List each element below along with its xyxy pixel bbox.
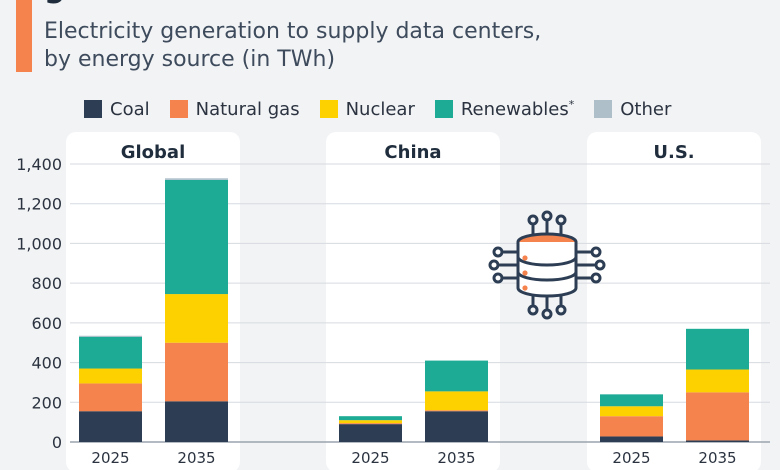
bar-segment-coal <box>686 440 749 442</box>
bar-segment-natural-gas <box>339 423 402 425</box>
legend-footnote-marker: * <box>568 98 575 111</box>
y-tick-label: 800 <box>31 274 62 293</box>
legend-swatch <box>594 100 613 118</box>
y-tick-label: 1,200 <box>16 195 62 214</box>
bar-segment-coal <box>339 424 402 442</box>
bar-segment-nuclear <box>600 406 663 417</box>
panel-title: U.S. <box>653 142 694 163</box>
bar-segment-renewables <box>425 360 488 392</box>
page-title-fragment: g <box>44 0 65 6</box>
bar-segment-nuclear <box>79 368 142 384</box>
bar-segment-natural-gas <box>79 383 142 412</box>
legend-item-other: Other <box>594 99 671 120</box>
legend-swatch <box>169 100 188 118</box>
legend-swatch <box>434 100 453 118</box>
y-tick-label: 0 <box>52 433 62 452</box>
subtitle-line-2: by energy source (in TWh) <box>44 47 336 72</box>
x-tick-label: 2025 <box>91 449 129 467</box>
legend-label: Coal <box>110 98 150 120</box>
bar-segment-natural-gas <box>600 416 663 437</box>
y-tick-label: 200 <box>31 393 62 412</box>
panel-title: Global <box>121 142 186 163</box>
legend-item-renewables: Renewables* <box>434 98 575 120</box>
bar-segment-natural-gas <box>686 392 749 441</box>
legend-item-coal: Coal <box>84 99 150 120</box>
legend-label: Nuclear <box>345 98 415 120</box>
bar-segment-renewables <box>79 336 142 369</box>
y-tick-label: 600 <box>31 314 62 333</box>
bar-segment-nuclear <box>339 420 402 424</box>
bar-segment-renewables <box>165 179 228 295</box>
bar-segment-natural-gas <box>425 410 488 412</box>
chart-subtitle: Electricity generation to supply data ce… <box>44 18 604 74</box>
x-tick-label: 2025 <box>351 449 389 467</box>
bar-segment-other <box>79 335 142 337</box>
accent-bar <box>16 0 32 72</box>
x-tick-label: 2035 <box>437 449 475 467</box>
bar-segment-coal <box>165 401 228 442</box>
legend-label: Natural gas <box>195 98 300 120</box>
bar-segment-renewables <box>339 416 402 421</box>
bar-segment-other <box>165 178 228 180</box>
legend-label: Other <box>620 98 672 120</box>
legend-item-nuclear: Nuclear <box>319 98 415 120</box>
bar-segment-renewables <box>686 328 749 370</box>
y-tick-label: 400 <box>31 354 62 373</box>
bar-segment-nuclear <box>686 369 749 393</box>
legend-swatch <box>319 100 338 118</box>
x-tick-label: 2035 <box>177 449 215 467</box>
legend-item-natural-gas: Natural gas <box>169 98 300 120</box>
bar-segment-coal <box>600 436 663 442</box>
y-tick-label: 1,000 <box>16 234 62 253</box>
legend-swatch <box>84 100 102 118</box>
data-server-icon <box>488 208 606 322</box>
bar-segment-renewables <box>600 394 663 407</box>
bar-segment-nuclear <box>165 294 228 343</box>
bar-segment-coal <box>425 411 488 442</box>
x-tick-label: 2035 <box>698 449 736 467</box>
legend-label: Renewables* <box>460 98 575 120</box>
bar-segment-nuclear <box>425 391 488 411</box>
bar-segment-natural-gas <box>165 342 228 402</box>
subtitle-line-1: Electricity generation to supply data ce… <box>44 19 542 44</box>
chart-legend: Coal Natural gas Nuclear Renewables* Other <box>84 97 671 121</box>
x-tick-label: 2025 <box>612 449 650 467</box>
panel-title: China <box>384 142 441 163</box>
y-tick-label: 1,400 <box>16 155 62 174</box>
bar-segment-coal <box>79 411 142 442</box>
